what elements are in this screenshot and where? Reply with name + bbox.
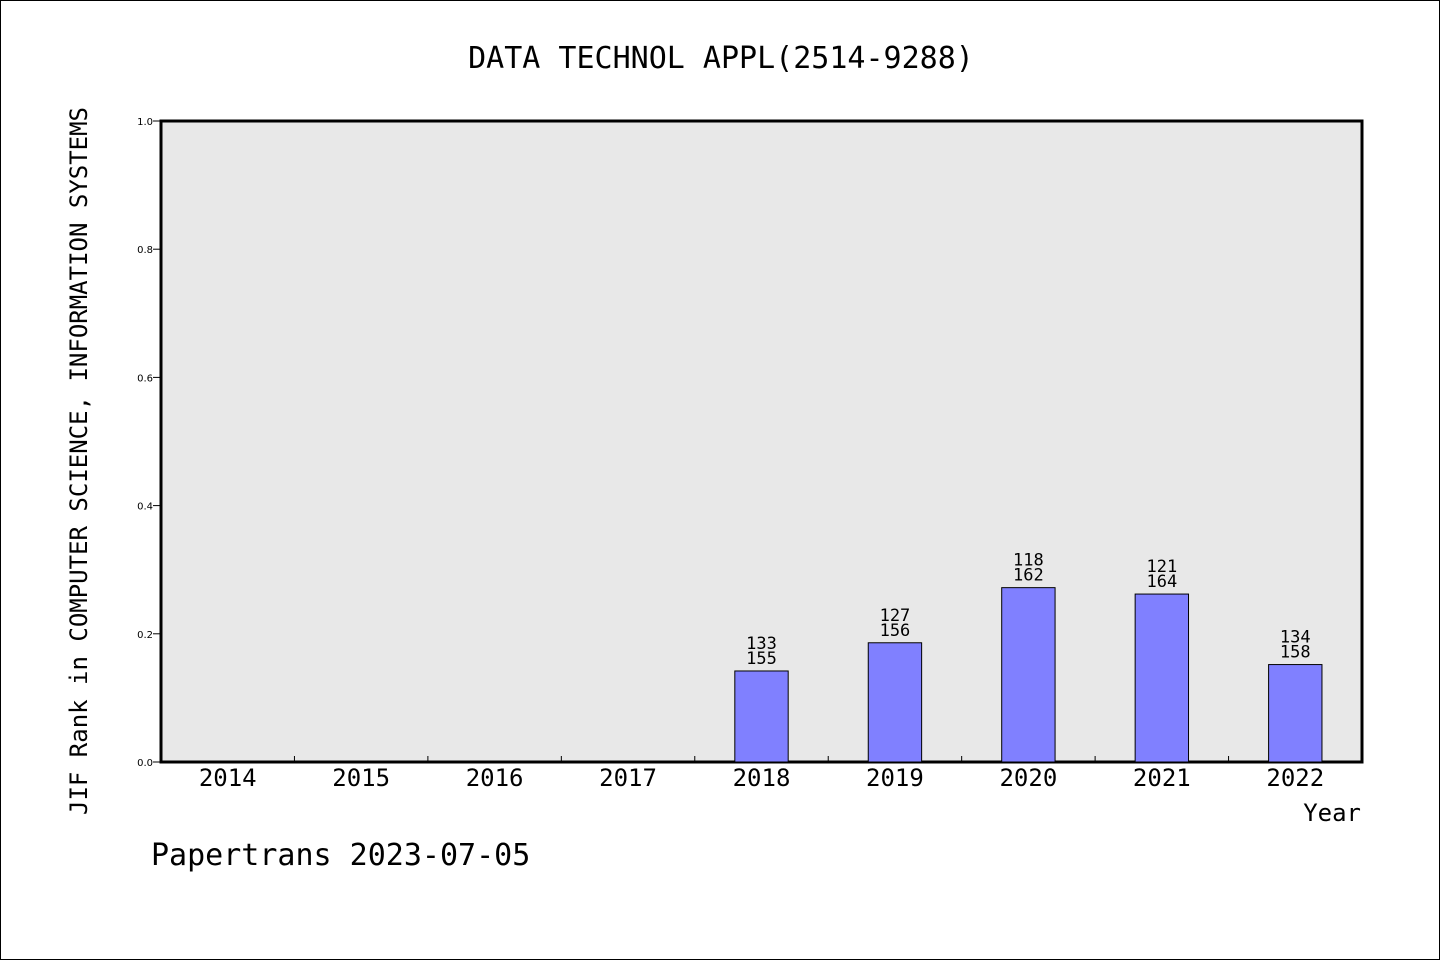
bar-2021 [1134, 593, 1190, 763]
bar-2018 [734, 670, 789, 763]
x-tick-label: 2020 [999, 764, 1057, 792]
x-axis: 2014 2015 2016 2017 2018 2019 2020 2021 2022 [199, 756, 1324, 792]
bar-label-total: 156 [880, 621, 911, 641]
x-tick-label: 2015 [332, 764, 390, 792]
x-tick-label: 2022 [1266, 764, 1324, 792]
y-tick-label: 1.0 [137, 117, 153, 128]
bar-label-total: 158 [1280, 643, 1311, 663]
x-tick-label: 2021 [1133, 764, 1191, 792]
bar-label-rank: 133 [746, 634, 777, 654]
chart-title: DATA TECHNOL APPL(2514-9288) [468, 41, 974, 76]
y-tick-label: 0.8 [137, 245, 153, 256]
bar-label-rank: 127 [880, 606, 911, 626]
bar-2020 [1001, 587, 1056, 763]
bar-label-total: 162 [1013, 566, 1044, 586]
bar-label-rank: 121 [1146, 557, 1177, 577]
bar-2022 [1268, 664, 1323, 763]
bar-label-rank: 118 [1013, 551, 1044, 571]
bar-label-rank: 134 [1280, 628, 1311, 648]
footer-credit: Papertrans 2023-07-05 [151, 838, 530, 873]
bar-2019 [867, 642, 923, 763]
y-tick-label: 0.6 [137, 373, 153, 384]
x-tick-label: 2018 [733, 764, 791, 792]
y-axis-label: JIF Rank in COMPUTER SCIENCE, INFORMATIO… [65, 107, 93, 815]
y-tick-label: 0.0 [137, 758, 153, 769]
x-axis-label: Year [1303, 799, 1361, 827]
x-tick-label: 2016 [466, 764, 524, 792]
x-tick-label: 2019 [866, 764, 924, 792]
x-tick-label: 2014 [199, 764, 257, 792]
bar-series [734, 587, 1323, 763]
x-tick-label: 2017 [599, 764, 657, 792]
y-tick-label: 0.4 [137, 502, 153, 513]
y-axis: 0.0 0.2 0.4 0.6 0.8 1.0 [137, 117, 161, 769]
y-tick-label: 0.2 [137, 630, 153, 641]
bar-label-total: 164 [1146, 572, 1177, 592]
bar-label-total: 155 [746, 649, 777, 669]
